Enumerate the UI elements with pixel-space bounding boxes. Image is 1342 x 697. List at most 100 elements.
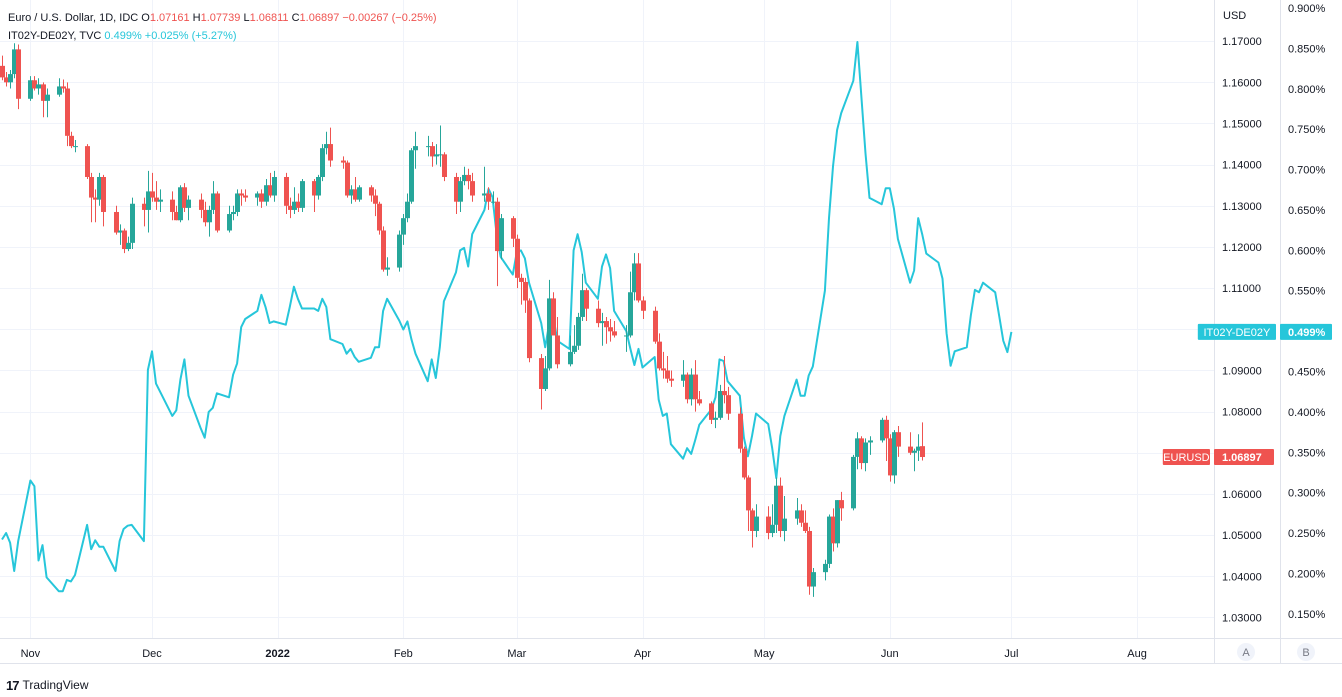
price-tick-label: 1.05000 [1222,530,1262,542]
price-tick-label: 1.11000 [1222,283,1261,295]
candle-body [839,500,844,509]
candle-body [12,49,17,75]
series-name-tag-text: IT02Y-DE02Y [1203,327,1271,339]
candle-body [766,516,771,534]
candle-body [628,292,633,336]
candle-body [722,391,727,396]
time-tick-label: Feb [394,648,413,660]
candle [268,172,273,198]
spread-legend-value: 0.499% [104,30,142,42]
candle [572,325,577,354]
candle [239,189,244,206]
spread-line-layer [1,41,1013,593]
candle-body [604,321,609,328]
price-tick-label: 1.15000 [1222,118,1262,130]
candle [863,438,868,472]
candle [300,179,305,212]
candle-body [296,201,301,208]
candle [608,319,613,342]
spread-legend-title: IT02Y-DE02Y, TVC [8,30,102,42]
candle [150,172,155,202]
candle [831,508,836,552]
candle [491,191,496,204]
candle [912,448,917,472]
candle [93,189,98,223]
candle-body [284,176,289,206]
candle-body [641,300,646,311]
candle-body [746,477,751,511]
candle-body [713,417,718,420]
spread-tick-label: 0.850% [1288,43,1326,55]
candle [920,422,925,461]
candle-body [750,510,755,531]
candle [41,82,46,118]
candle [754,504,759,538]
candle-body [572,345,577,352]
candle [596,300,601,328]
candle [397,230,402,272]
candle [211,181,216,215]
candle [227,205,232,233]
candle-body [754,516,759,531]
candle-body [4,77,9,83]
spread-tick-label: 0.200% [1288,568,1326,580]
candle [146,170,151,233]
candle-body [665,370,670,379]
tradingview-logo[interactable]: 17 TradingView [6,676,89,694]
candle [442,152,447,182]
candle [357,185,362,202]
candle-body [608,327,613,332]
candle-body [118,230,123,233]
candle [130,197,135,250]
candle-body [316,176,321,196]
candle-body [709,403,714,420]
price-tick-label: 1.16000 [1222,77,1262,89]
candle [799,504,804,527]
candle [782,495,787,542]
candle-body [328,144,333,161]
candle [377,201,382,235]
eurusd-open-label: O [141,12,150,24]
candle [697,391,702,406]
candle [426,135,431,157]
candle-body [636,263,641,301]
candle-body [28,80,33,99]
candle-body [65,88,70,136]
candle-body [726,395,731,414]
candle [718,384,723,420]
candle [499,214,504,260]
candle [811,568,816,597]
candle-body [511,218,516,239]
candle-body [568,351,573,365]
eurusd-legend-row[interactable]: Euro / U.S. Dollar, 1D, IDC O1.07161 H1.… [8,9,437,27]
time-tick-label: Jun [881,648,899,660]
candle [405,193,410,223]
candle [385,257,390,276]
candle [401,214,406,245]
candle [369,185,374,202]
candle [114,205,119,235]
candle [186,195,191,221]
candle [316,174,321,200]
candle-body [491,201,496,203]
candle [835,500,840,548]
spread-legend-row[interactable]: IT02Y-DE02Y, TVC 0.499% +0.025% (+5.27%) [8,27,437,45]
candle-body [742,448,747,478]
candle [255,191,260,206]
candle [632,253,637,301]
candle [0,55,5,81]
candle [231,205,236,221]
candle [373,189,378,217]
candle-body [653,310,658,342]
candle [722,356,727,404]
candle-body [884,419,889,439]
candle [154,181,159,210]
spread-legend-change: +0.025% (+5.27%) [144,30,237,42]
candle-body [774,485,779,525]
candle [259,189,264,208]
candle-body [539,358,544,389]
candle [16,44,21,110]
candle [61,79,66,93]
candle-body [211,193,216,210]
